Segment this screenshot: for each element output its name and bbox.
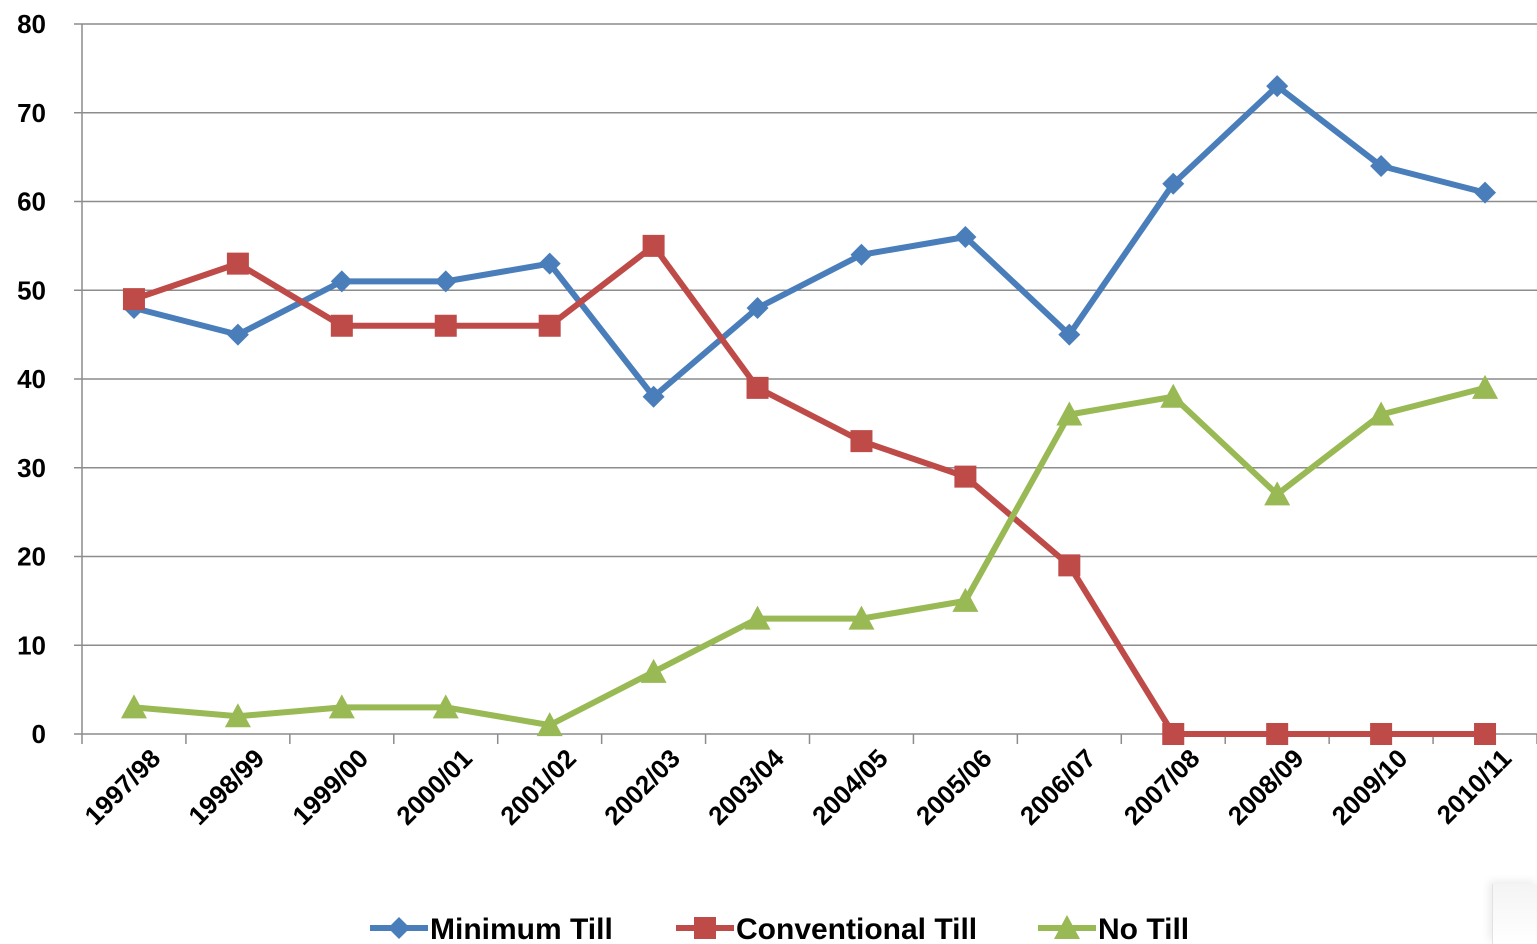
conventional-till-point bbox=[434, 314, 457, 337]
legend-swatch-marker bbox=[388, 917, 410, 939]
legend-item-minimum-till: Minimum Till bbox=[370, 913, 613, 944]
no-till-point bbox=[1472, 374, 1499, 399]
legend-label: Conventional Till bbox=[736, 913, 977, 944]
conventional-till-point bbox=[122, 288, 145, 311]
x-tick-label: 2000/01 bbox=[390, 743, 478, 831]
series-conventional-till bbox=[122, 234, 1497, 745]
y-tick-label: 20 bbox=[17, 542, 46, 572]
y-tick-label: 60 bbox=[17, 187, 46, 217]
conventional-till-point bbox=[226, 252, 249, 275]
legend-label: Minimum Till bbox=[430, 913, 613, 944]
minimum-till-point bbox=[330, 270, 353, 293]
series-group bbox=[120, 75, 1499, 745]
no-till-point bbox=[640, 658, 667, 683]
minimum-till-point bbox=[642, 385, 665, 408]
y-tick-label: 50 bbox=[17, 275, 46, 305]
conventional-till-point bbox=[850, 430, 873, 453]
conventional-till-point bbox=[1370, 723, 1393, 745]
no-till-point bbox=[1160, 383, 1187, 408]
x-tick-label: 2005/06 bbox=[910, 743, 998, 831]
conventional-till-point bbox=[538, 314, 561, 337]
minimum-till-point bbox=[1162, 172, 1185, 195]
conventional-till-point bbox=[1474, 723, 1497, 745]
conventional-till-point bbox=[1058, 554, 1081, 577]
legend-item-no-till: No Till bbox=[1038, 913, 1189, 944]
x-tick-label: 2006/07 bbox=[1014, 743, 1102, 831]
axes bbox=[74, 23, 1537, 744]
y-axis-tick-labels: 0 10 20 30 40 50 60 70 80 bbox=[17, 9, 46, 749]
no-till-point bbox=[848, 605, 875, 630]
y-tick-label: 10 bbox=[17, 630, 46, 660]
series-minimum-till bbox=[122, 75, 1497, 408]
no-till-point bbox=[224, 703, 251, 728]
no-till-point bbox=[328, 694, 355, 719]
no-till-point bbox=[1368, 401, 1395, 426]
minimum-till-point bbox=[1474, 181, 1497, 204]
no-till-point bbox=[120, 694, 147, 719]
minimum-till-point bbox=[850, 243, 873, 266]
minimum-till-point bbox=[954, 226, 977, 248]
x-tick-label: 1998/99 bbox=[182, 743, 270, 831]
no-till-point bbox=[536, 712, 563, 737]
x-tick-label: 2001/02 bbox=[494, 743, 582, 831]
y-tick-label: 40 bbox=[17, 364, 46, 394]
x-tick-label: 1997/98 bbox=[79, 743, 167, 831]
no-till-point bbox=[1264, 481, 1291, 506]
y-tick-label: 30 bbox=[17, 453, 46, 483]
minimum-till-point bbox=[1058, 323, 1081, 346]
x-tick-label: 2008/09 bbox=[1222, 743, 1310, 831]
conventional-till-point bbox=[1266, 723, 1289, 745]
legend-label: No Till bbox=[1098, 913, 1189, 944]
x-axis-tick-labels: 1997/98 1998/99 1999/00 2000/01 2001/02 2002/… bbox=[79, 743, 1518, 831]
x-tick-label: 2004/05 bbox=[806, 743, 894, 831]
legend: Minimum Till Conventional Till No Till bbox=[370, 913, 1189, 944]
minimum-till-point bbox=[1266, 75, 1289, 98]
no-till-point bbox=[744, 605, 771, 630]
conventional-till-point bbox=[1162, 723, 1185, 745]
x-tick-label: 2007/08 bbox=[1118, 743, 1206, 831]
no-till-point bbox=[952, 587, 979, 612]
minimum-till-point bbox=[538, 252, 561, 275]
y-tick-label: 0 bbox=[32, 719, 46, 749]
conventional-till-point bbox=[746, 376, 769, 399]
legend-swatch-marker bbox=[694, 917, 716, 939]
no-till-point bbox=[432, 694, 459, 719]
conventional-till-point bbox=[642, 234, 665, 257]
no-till-point bbox=[1056, 401, 1083, 426]
minimum-till-point bbox=[226, 323, 249, 346]
x-tick-label: 1999/00 bbox=[286, 743, 374, 831]
x-tick-label: 2010/11 bbox=[1431, 743, 1518, 830]
legend-swatch-marker bbox=[1054, 915, 1080, 940]
conventional-till-point bbox=[330, 314, 353, 337]
x-tick-label: 2009/10 bbox=[1326, 743, 1414, 831]
x-tick-label: 2003/04 bbox=[702, 743, 790, 831]
conventional-till-point bbox=[954, 465, 977, 488]
series-no-till bbox=[120, 374, 1499, 737]
minimum-till-point bbox=[1370, 155, 1393, 177]
conventional-till-line bbox=[132, 242, 1486, 737]
corner-panel bbox=[1492, 884, 1537, 944]
y-tick-label: 80 bbox=[17, 9, 46, 39]
minimum-till-line bbox=[133, 83, 1486, 400]
legend-item-conventional-till: Conventional Till bbox=[676, 913, 977, 944]
y-tick-label: 70 bbox=[17, 98, 46, 128]
minimum-till-point bbox=[746, 297, 769, 319]
no-till-line bbox=[133, 384, 1486, 729]
minimum-till-point bbox=[434, 270, 457, 293]
x-tick-label: 2002/03 bbox=[598, 743, 686, 831]
